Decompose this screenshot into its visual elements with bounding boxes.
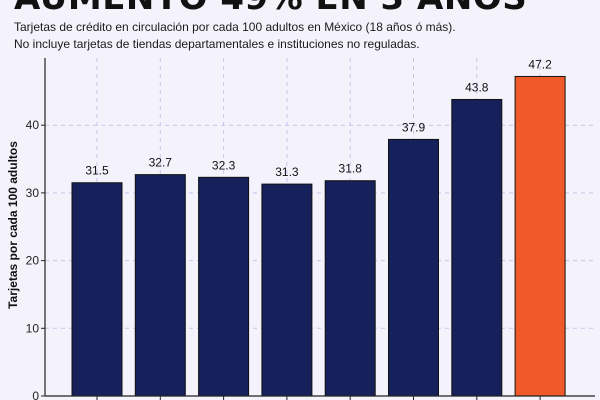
bar xyxy=(261,183,313,397)
grid-lines xyxy=(45,58,595,396)
bar xyxy=(198,176,250,397)
data-label: 43.8 xyxy=(465,80,489,94)
axes: 0 10 20 30 40 xyxy=(26,58,595,400)
y-tick-label: 30 xyxy=(26,186,40,200)
bars xyxy=(71,75,566,397)
bar xyxy=(134,174,186,397)
chart-subtitle-line-1: Tarjetas de crédito en circulación por c… xyxy=(14,20,456,34)
data-labels: 31.5 32.7 32.3 31.3 31.8 37.9 43.8 47.2 xyxy=(85,57,552,179)
bar xyxy=(451,98,503,397)
y-axis-label: Tarjetas por cada 100 adultos xyxy=(6,141,20,309)
y-tick-label: 0 xyxy=(32,389,39,400)
bar-highlight xyxy=(514,75,566,397)
bar xyxy=(324,180,376,397)
chart-title: AUMENTO 49% EN 3 AÑOS xyxy=(14,0,527,18)
data-label: 31.8 xyxy=(339,162,363,176)
y-tick-label: 40 xyxy=(26,118,40,132)
data-label: 31.3 xyxy=(275,165,299,179)
bar xyxy=(388,138,439,397)
bar xyxy=(71,182,123,397)
data-label: 32.7 xyxy=(149,156,173,170)
chart-subtitle-line-2: No incluye tarjetas de tiendas departame… xyxy=(14,37,420,51)
data-label: 32.3 xyxy=(212,158,236,172)
data-label: 37.9 xyxy=(402,120,426,134)
y-tick-label: 10 xyxy=(26,321,40,335)
y-tick-label: 20 xyxy=(26,254,40,268)
data-label: 31.5 xyxy=(85,164,109,178)
data-label: 47.2 xyxy=(528,57,552,71)
